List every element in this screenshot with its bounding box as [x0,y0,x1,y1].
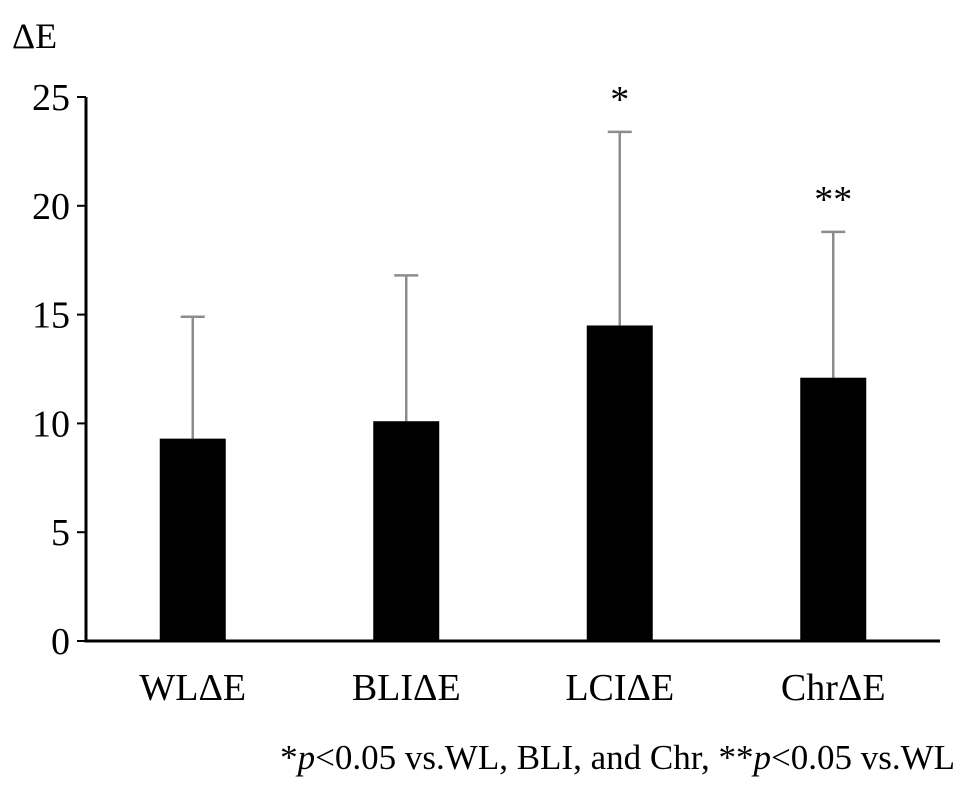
error-bars [180,130,846,439]
footnote-part3: <0.05 vs.WL [770,738,955,777]
y-axis-label: ΔE [12,16,57,56]
bar [159,438,226,641]
bars [159,325,867,641]
y-tick-label: 10 [32,403,70,445]
y-axis-ticks: 0 5 10 15 20 25 [32,77,86,663]
footnote-part2: <0.05 vs.WL, BLI, and Chr, ** [315,738,754,777]
bar [586,325,653,641]
significance-markers: *** [610,79,852,221]
x-axis-categories: WLΔE BLIΔE LCIΔE ChrΔE [139,667,885,709]
footnote-p1: p [297,738,316,777]
axes [84,97,940,643]
bar [373,421,440,641]
footnote-p2: p [753,738,771,777]
y-tick-label: 20 [32,186,70,228]
x-category-label: BLIΔE [352,667,461,709]
y-tick-label: 0 [51,621,70,663]
y-tick-label: 5 [51,512,70,554]
significance-marker: * [610,79,629,121]
x-category-label: WLΔE [139,667,246,709]
x-category-label: LCIΔE [565,667,674,709]
footnote: *p<0.05 vs.WL, BLI, and Chr, **p<0.05 vs… [0,738,969,778]
bar [800,377,867,641]
footnote-part1: * [280,738,298,777]
y-tick-label: 15 [32,295,70,337]
significance-marker: ** [814,179,852,221]
x-category-label: ChrΔE [781,667,886,709]
y-tick-label: 25 [32,77,70,119]
